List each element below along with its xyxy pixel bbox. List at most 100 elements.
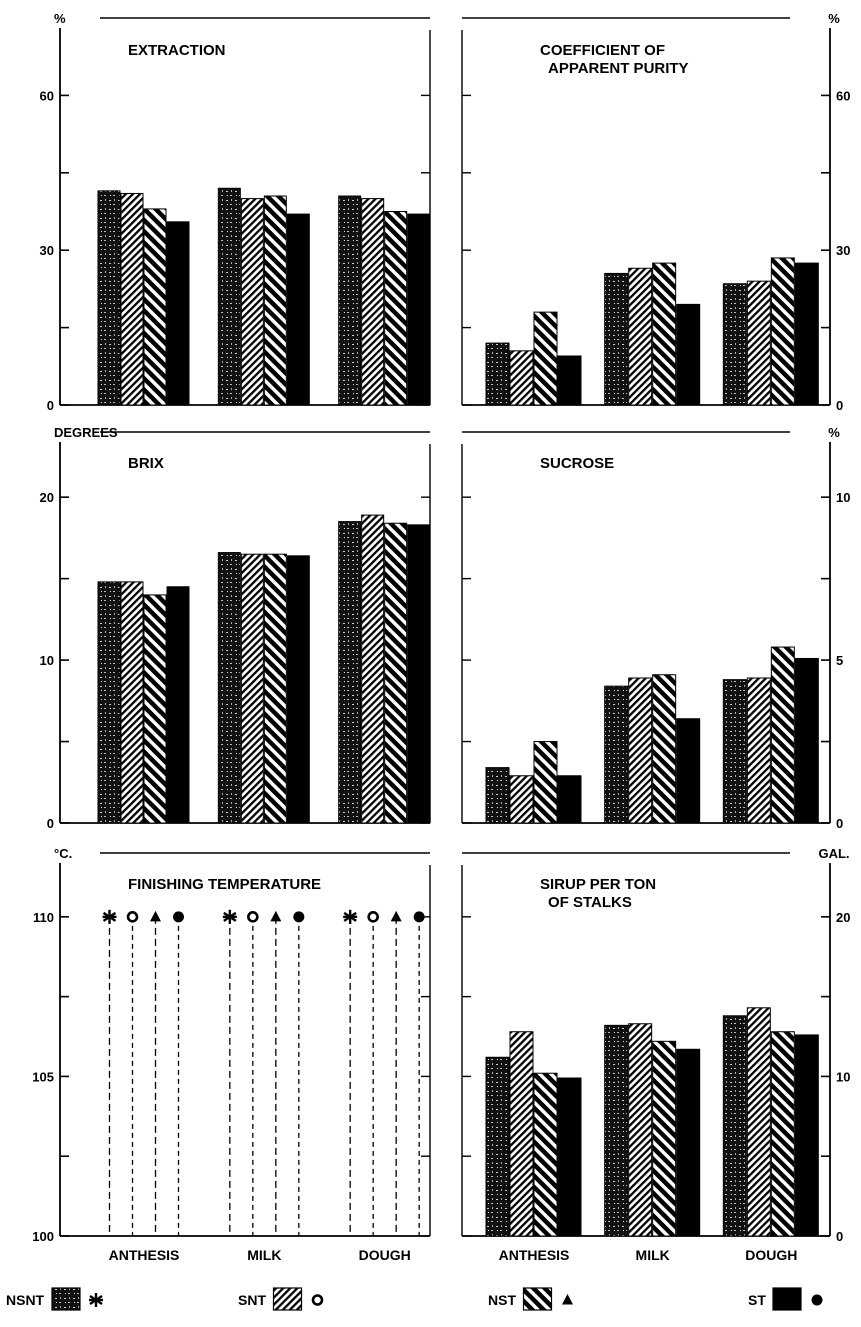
chart-title: EXTRACTION — [128, 42, 226, 59]
bar-st-anthesis — [557, 1077, 582, 1237]
bar-nst-milk — [652, 262, 677, 406]
point-nst-anthesis — [150, 910, 161, 922]
point-snt-milk — [247, 911, 259, 923]
bar-nst-milk — [263, 195, 287, 406]
chart-title: BRIX — [128, 455, 164, 472]
point-nsnt-milk — [222, 909, 237, 924]
bar-nst-dough — [770, 1031, 795, 1237]
y-tick-label: 100 — [32, 1229, 54, 1244]
legend-symbol-triangle — [562, 1294, 573, 1305]
bar-nst-milk — [652, 1040, 677, 1237]
bar-snt-anthesis — [509, 775, 534, 824]
bar-st-anthesis — [166, 221, 190, 406]
bar-snt-dough — [746, 677, 771, 824]
x-category-label: ANTHESIS — [499, 1247, 570, 1263]
x-category-label: MILK — [247, 1247, 281, 1263]
chart-title: SIRUP PER TON OF STALKS — [540, 876, 656, 911]
panel-2: % COEFFICIENT OF APPARENT PURITY 0 30 60 — [461, 11, 850, 413]
legend-swatch — [272, 1287, 303, 1311]
y-tick-label: 0 — [47, 816, 54, 831]
bar-nsnt-milk — [217, 187, 241, 406]
bar-nst-milk — [263, 553, 287, 824]
bar-nst-dough — [384, 522, 408, 824]
legend-item-nsnt: NSNT — [6, 1287, 103, 1311]
bar-nsnt-dough — [722, 679, 747, 824]
unit-label: % — [54, 11, 66, 26]
bar-nsnt-dough — [722, 283, 747, 406]
bar-st-anthesis — [557, 775, 582, 824]
unit-label: % — [828, 11, 840, 26]
bar-nst-anthesis — [533, 1072, 558, 1237]
bar-snt-anthesis — [120, 192, 144, 406]
legend-swatch — [772, 1287, 802, 1311]
bar-nsnt-milk — [217, 552, 241, 824]
bar-nsnt-anthesis — [485, 767, 510, 824]
x-category-label: MILK — [636, 1247, 670, 1263]
bar-nsnt-anthesis — [97, 581, 121, 824]
bar-nst-dough — [770, 257, 795, 406]
chart-title: SUCROSE — [540, 455, 614, 472]
bar-snt-milk — [628, 267, 653, 406]
unit-label: DEGREES — [54, 425, 118, 440]
y-tick-label: 0 — [836, 398, 843, 413]
bar-nst-dough — [770, 646, 795, 824]
y-tick-label: 60 — [836, 88, 850, 103]
bar-nst-milk — [652, 674, 677, 824]
y-tick-label: 10 — [836, 490, 850, 505]
chart-title: FINISHING TEMPERATURE — [128, 876, 321, 893]
x-category-label: DOUGH — [745, 1247, 797, 1263]
bar-snt-dough — [746, 1007, 771, 1237]
bar-nst-anthesis — [143, 594, 167, 824]
bar-snt-anthesis — [120, 581, 144, 824]
y-tick-label: 10 — [836, 1069, 850, 1084]
y-tick-label: 0 — [836, 816, 843, 831]
bar-st-milk — [676, 718, 701, 824]
y-tick-label: 30 — [40, 243, 54, 258]
point-st-dough — [413, 911, 425, 923]
legend-symbol-asterisk — [89, 1293, 103, 1307]
panel-1: % EXTRACTION 0 30 60 — [40, 11, 431, 413]
bar-nsnt-dough — [338, 195, 362, 406]
point-nsnt-anthesis — [102, 909, 117, 924]
bar-snt-milk — [240, 553, 264, 824]
point-st-milk — [293, 911, 305, 923]
bar-nst-dough — [384, 211, 408, 406]
bar-snt-milk — [628, 1023, 653, 1237]
bar-st-anthesis — [557, 355, 582, 406]
legend-label: NST — [488, 1292, 516, 1308]
x-category-label: DOUGH — [359, 1247, 411, 1263]
bar-nst-anthesis — [533, 741, 558, 824]
legend-item-st: ST — [748, 1287, 823, 1311]
unit-label: °C. — [54, 846, 72, 861]
point-snt-dough — [367, 911, 379, 923]
chart-title: COEFFICIENT OF APPARENT PURITY — [540, 42, 689, 77]
point-nsnt-dough — [343, 909, 358, 924]
bar-snt-milk — [628, 677, 653, 824]
bar-nsnt-dough — [338, 521, 362, 824]
y-tick-label: 5 — [836, 653, 843, 668]
bar-st-milk — [286, 555, 310, 824]
legend-symbol-circle — [311, 1294, 324, 1306]
legend-swatch — [522, 1287, 553, 1311]
bar-st-dough — [794, 1034, 819, 1237]
panel-3: DEGREES BRIX 0 10 20 — [40, 425, 431, 831]
y-tick-label: 105 — [32, 1069, 54, 1084]
y-tick-label: 20 — [836, 910, 850, 925]
y-tick-label: 60 — [40, 88, 54, 103]
bar-st-dough — [407, 524, 431, 824]
bar-nst-anthesis — [143, 208, 167, 406]
legend-item-nst: NST — [488, 1287, 573, 1311]
bar-snt-dough — [361, 514, 385, 824]
point-nst-milk — [270, 910, 282, 922]
point-snt-anthesis — [126, 911, 139, 923]
bar-st-dough — [407, 213, 431, 406]
y-tick-label: 0 — [836, 1229, 843, 1244]
x-category-label: ANTHESIS — [109, 1247, 180, 1263]
legend: NSNT SNT NST ST — [6, 1287, 823, 1311]
bar-nsnt-milk — [604, 685, 629, 824]
y-tick-label: 30 — [836, 243, 850, 258]
bar-snt-dough — [361, 198, 385, 406]
bar-snt-anthesis — [509, 350, 534, 406]
point-nst-dough — [390, 910, 402, 922]
